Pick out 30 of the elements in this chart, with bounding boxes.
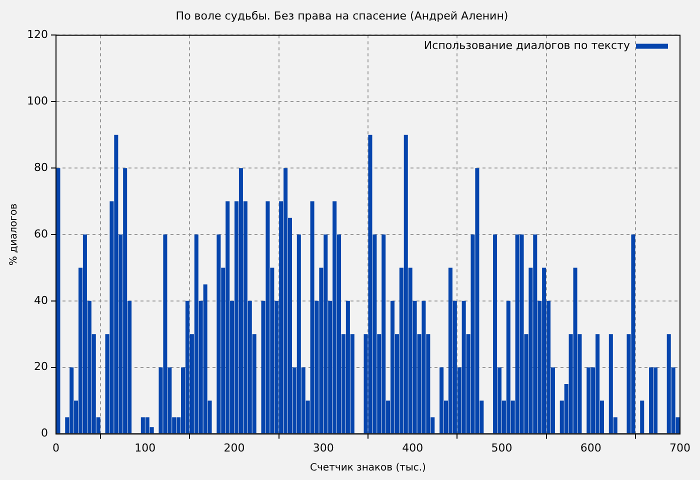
x-axis-title: Счетчик знаков (тыс.)	[310, 462, 426, 474]
x-tick-label: 100	[134, 441, 156, 454]
bar	[310, 201, 314, 434]
legend-label: Использование диалогов по тексту	[424, 39, 630, 52]
bar	[368, 134, 372, 434]
bar	[216, 234, 221, 434]
x-tick-label: 200	[224, 441, 245, 454]
bar	[653, 367, 658, 434]
y-tick-label: 120	[26, 28, 48, 42]
bar	[586, 367, 591, 434]
y-tick-label: 100	[26, 94, 48, 108]
x-tick-label: 600	[580, 441, 602, 454]
bar	[573, 268, 578, 434]
bar	[440, 367, 444, 434]
y-axis-title: % диалогов	[8, 203, 20, 266]
y-tick-label: 20	[34, 360, 48, 374]
bar	[493, 234, 498, 434]
chart-title: По воле судьбы. Без права на спасение (Андрей Аленин)	[176, 9, 508, 22]
x-tick-label: 300	[312, 441, 334, 454]
y-tick-label: 80	[34, 160, 48, 174]
x-tick-label: 500	[491, 441, 512, 454]
bar	[520, 234, 524, 434]
x-tick-label: 0	[52, 441, 60, 454]
x-tick-label: 700	[670, 441, 690, 454]
y-tick-label: 40	[34, 294, 48, 307]
bar	[649, 367, 654, 434]
y-tick-label: 0	[40, 426, 48, 440]
bar	[640, 400, 644, 434]
y-tick-label: 60	[34, 227, 48, 240]
x-tick-label: 400	[402, 441, 424, 454]
